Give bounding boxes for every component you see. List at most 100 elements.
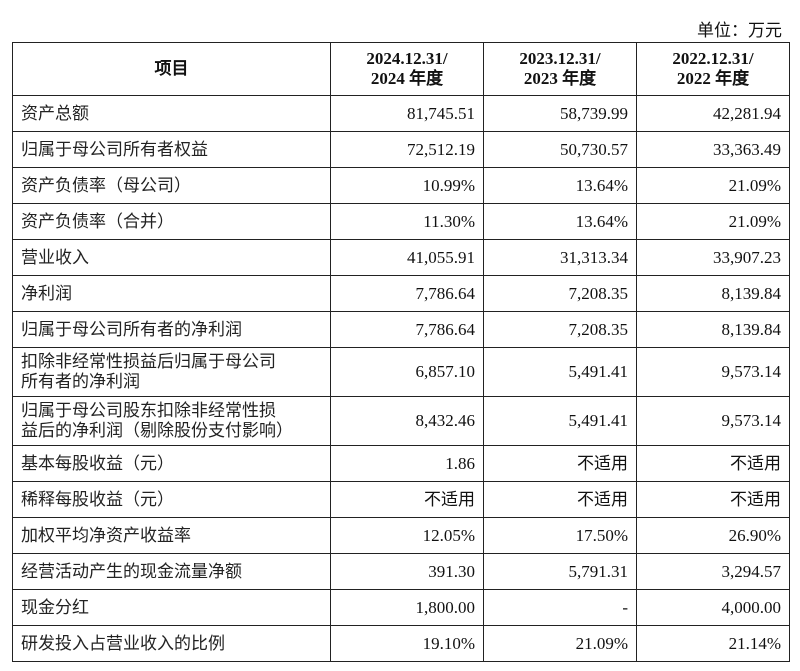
row-label: 加权平均净资产收益率 — [12, 517, 331, 554]
cell-value: 21.09% — [636, 167, 790, 204]
cell-value: 33,363.49 — [636, 131, 790, 168]
table-row: 资产负债率（母公司） 10.99% 13.64% 21.09% — [12, 167, 790, 204]
row-label: 归属于母公司所有者权益 — [12, 131, 331, 168]
cell-value: 1,800.00 — [330, 589, 484, 626]
cell-line: 研发投入占营业收入的比例 — [21, 633, 225, 653]
cell-value: 7,208.35 — [483, 311, 637, 348]
cell-value: 7,786.64 — [330, 311, 484, 348]
cell-value: 10.99% — [330, 167, 484, 204]
cell-line: 2022.12.31/ — [672, 49, 754, 68]
cell-value: 12.05% — [330, 517, 484, 554]
cell-value: 不适用 — [636, 445, 790, 482]
cell-line: 资产负债率（合并） — [21, 211, 174, 231]
cell-line: 净利润 — [21, 283, 72, 303]
cell-value: 4,000.00 — [636, 589, 790, 626]
cell-value: 31,313.34 — [483, 239, 637, 276]
cell-value: 11.30% — [330, 203, 484, 240]
cell-value: 5,491.41 — [483, 396, 637, 446]
cell-value: 不适用 — [483, 481, 637, 518]
cell-value: 8,432.46 — [330, 396, 484, 446]
cell-line: 2023.12.31/ — [519, 49, 601, 68]
row-label: 现金分红 — [12, 589, 331, 626]
cell-line: 归属于母公司所有者的净利润 — [21, 319, 242, 339]
table-row: 现金分红 1,800.00-4,000.00 — [12, 589, 790, 626]
cell-value: 42,281.94 — [636, 95, 790, 132]
cell-value: 1.86 — [330, 445, 484, 482]
cell-line: 所有者的净利润 — [21, 372, 140, 391]
cell-value: 58,739.99 — [483, 95, 637, 132]
cell-value: 33,907.23 — [636, 239, 790, 276]
cell-value: 21.14% — [636, 625, 790, 662]
row-label: 研发投入占营业收入的比例 — [12, 625, 331, 662]
cell-line: 加权平均净资产收益率 — [21, 525, 191, 545]
cell-value: 41,055.91 — [330, 239, 484, 276]
cell-value: 不适用 — [483, 445, 637, 482]
cell-line: 项目 — [154, 59, 189, 78]
row-label: 资产负债率（母公司） — [12, 167, 331, 204]
cell-value: 不适用 — [636, 481, 790, 518]
cell-value: 8,139.84 — [636, 311, 790, 348]
cell-line: 2024 年度 — [370, 69, 444, 88]
row-label: 净利润 — [12, 275, 331, 312]
cell-value: 9,573.14 — [636, 396, 790, 446]
table-row: 研发投入占营业收入的比例 19.10% 21.09% 21.14% — [12, 625, 790, 662]
table-row: 稀释每股收益（元） 不适用 不适用 不适用 — [12, 481, 790, 518]
table-row: 资产负债率（合并） 11.30% 13.64% 21.09% — [12, 203, 790, 240]
column-header: 项目 — [12, 42, 331, 96]
cell-line: 基本每股收益（元） — [21, 453, 174, 473]
cell-value: 6,857.10 — [330, 347, 484, 397]
unit-label: 单位：万元 — [697, 21, 782, 40]
cell-line: 扣除非经常性损益后归属于母公司 — [21, 352, 276, 371]
cell-line: 现金分红 — [21, 597, 89, 617]
cell-value: 不适用 — [330, 481, 484, 518]
cell-value: 8,139.84 — [636, 275, 790, 312]
table-row: 归属于母公司所有者权益 72,512.19 50,730.57 33,363.49 — [12, 131, 790, 168]
data-table: 项目 2024.12.31/2024 年度 2023.12.31/2023 年度 20… — [12, 42, 790, 662]
row-label: 归属于母公司股东扣除非经常性损 益后的净利润（剔除股份支付影响） — [12, 396, 331, 446]
column-header: 2023.12.31/2023 年度 — [483, 42, 637, 96]
cell-line: 资产总额 — [21, 103, 89, 123]
cell-value: 13.64% — [483, 203, 637, 240]
cell-value: 21.09% — [636, 203, 790, 240]
cell-value: 72,512.19 — [330, 131, 484, 168]
table-row: 基本每股收益（元） 1.86 不适用 不适用 — [12, 445, 790, 482]
row-label: 稀释每股收益（元） — [12, 481, 331, 518]
row-label: 营业收入 — [12, 239, 331, 276]
table-row: 经营活动产生的现金流量净额 391.30 5,791.31 3,294.57 — [12, 553, 790, 590]
row-label: 资产总额 — [12, 95, 331, 132]
cell-value: 26.90% — [636, 517, 790, 554]
table-row: 归属于母公司股东扣除非经常性损 益后的净利润（剔除股份支付影响） 8,432.46 5… — [12, 396, 790, 446]
table-row: 归属于母公司所有者的净利润 7,786.64 7,208.35 8,139.84 — [12, 311, 790, 348]
cell-value: 19.10% — [330, 625, 484, 662]
row-label: 经营活动产生的现金流量净额 — [12, 553, 331, 590]
cell-line: 2023 年度 — [523, 69, 597, 88]
table-row: 营业收入 41,055.91 31,313.34 33,907.23 — [12, 239, 790, 276]
cell-value: 7,208.35 — [483, 275, 637, 312]
cell-value: 7,786.64 — [330, 275, 484, 312]
cell-value: 9,573.14 — [636, 347, 790, 397]
table-row: 扣除非经常性损益后归属于母公司 所有者的净利润 6,857.10 5,491.41 9,… — [12, 347, 790, 397]
column-header: 2022.12.31/2022 年度 — [636, 42, 790, 96]
row-label: 资产负债率（合并） — [12, 203, 331, 240]
cell-line: 资产负债率（母公司） — [21, 175, 191, 195]
row-label: 基本每股收益（元） — [12, 445, 331, 482]
cell-line: 益后的净利润（剔除股份支付影响） — [21, 421, 293, 440]
cell-value: 391.30 — [330, 553, 484, 590]
cell-value: 3,294.57 — [636, 553, 790, 590]
column-header: 2024.12.31/2024 年度 — [330, 42, 484, 96]
cell-value: 50,730.57 — [483, 131, 637, 168]
cell-value: 5,791.31 — [483, 553, 637, 590]
cell-line: 2022 年度 — [676, 69, 750, 88]
cell-value: - — [483, 589, 637, 626]
cell-line: 归属于母公司股东扣除非经常性损 — [21, 401, 276, 420]
cell-line: 经营活动产生的现金流量净额 — [21, 561, 242, 581]
cell-value: 81,745.51 — [330, 95, 484, 132]
header-row: 项目 2024.12.31/2024 年度 2023.12.31/2023 年度 20… — [12, 42, 790, 96]
cell-value: 5,491.41 — [483, 347, 637, 397]
cell-line: 2024.12.31/ — [366, 49, 448, 68]
cell-value: 13.64% — [483, 167, 637, 204]
cell-line: 归属于母公司所有者权益 — [21, 139, 208, 159]
cell-value: 21.09% — [483, 625, 637, 662]
table-row: 净利润 7,786.64 7,208.35 8,139.84 — [12, 275, 790, 312]
